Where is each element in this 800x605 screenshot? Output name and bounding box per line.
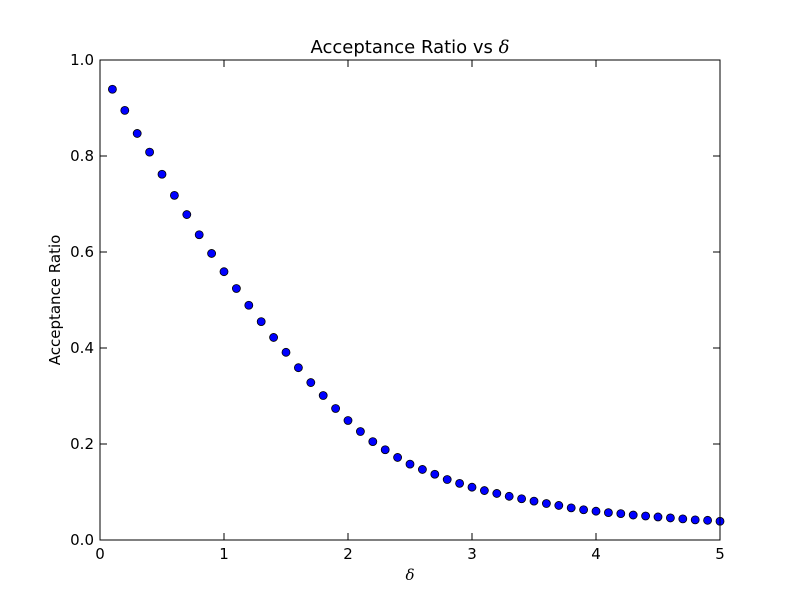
data-point (108, 84, 117, 94)
data-point (666, 513, 675, 523)
x-tick-label: 3 (467, 545, 477, 563)
x-axis-label: δ (405, 566, 414, 584)
data-point (628, 510, 638, 520)
data-point (566, 503, 576, 513)
data-point (467, 482, 477, 492)
data-point (542, 499, 551, 508)
data-point (368, 437, 378, 447)
axis-ticks: 0 1 2 3 4 5 0.0 0.2 0.4 0.6 0.8 1.0 (70, 51, 725, 563)
plot-area-frame (99, 59, 721, 541)
y-axis-label: Acceptance Ratio (46, 235, 64, 366)
data-point (641, 511, 650, 521)
data-point (157, 169, 167, 179)
data-point (355, 427, 365, 436)
data-point (380, 445, 390, 455)
data-point (343, 416, 353, 425)
data-point (579, 505, 588, 515)
data-point (293, 363, 303, 373)
data-point (269, 333, 279, 342)
data-point (318, 391, 328, 400)
data-point (331, 404, 341, 413)
y-tick-label: 0.4 (70, 339, 94, 357)
chart-title-text: Acceptance Ratio vs (310, 37, 498, 58)
data-point (529, 496, 539, 506)
data-point (207, 249, 217, 258)
x-tick-label: 1 (219, 545, 229, 563)
data-point (479, 486, 489, 495)
chart-title-symbol: δ (499, 37, 510, 58)
data-point (417, 465, 427, 474)
data-point (281, 347, 291, 357)
data-points (108, 84, 725, 526)
y-tick-label: 0.8 (70, 147, 94, 165)
data-point (616, 509, 626, 518)
data-point (703, 515, 712, 525)
data-point (132, 129, 142, 138)
data-point (194, 230, 204, 240)
y-tick-label: 1.0 (70, 51, 94, 69)
data-point (653, 512, 663, 522)
data-point (145, 147, 155, 157)
x-tick-label: 0 (95, 545, 105, 563)
data-point (442, 475, 452, 484)
chart-title: Acceptance Ratio vs δ (310, 37, 509, 58)
data-point (554, 501, 564, 510)
y-tick-label: 0.6 (70, 243, 94, 261)
data-point (430, 469, 440, 479)
data-point (120, 106, 130, 115)
data-point (231, 284, 241, 293)
data-point (492, 489, 502, 498)
y-tick-label: 0.0 (70, 531, 94, 549)
x-tick-label: 4 (591, 545, 601, 563)
data-point (678, 514, 688, 524)
x-tick-label: 2 (343, 545, 353, 563)
data-point (393, 453, 403, 462)
data-point (169, 190, 179, 200)
data-point (591, 506, 601, 516)
data-point (306, 378, 316, 387)
x-tick-label: 5 (715, 545, 725, 563)
data-point (182, 210, 192, 219)
data-point (219, 267, 229, 277)
data-point (405, 459, 415, 469)
data-point (504, 491, 514, 501)
data-point (244, 300, 254, 310)
data-point (455, 478, 465, 488)
data-point (517, 494, 526, 504)
data-point (690, 515, 700, 525)
y-tick-label: 0.2 (70, 435, 94, 453)
data-point (256, 317, 266, 327)
data-point (604, 508, 613, 518)
